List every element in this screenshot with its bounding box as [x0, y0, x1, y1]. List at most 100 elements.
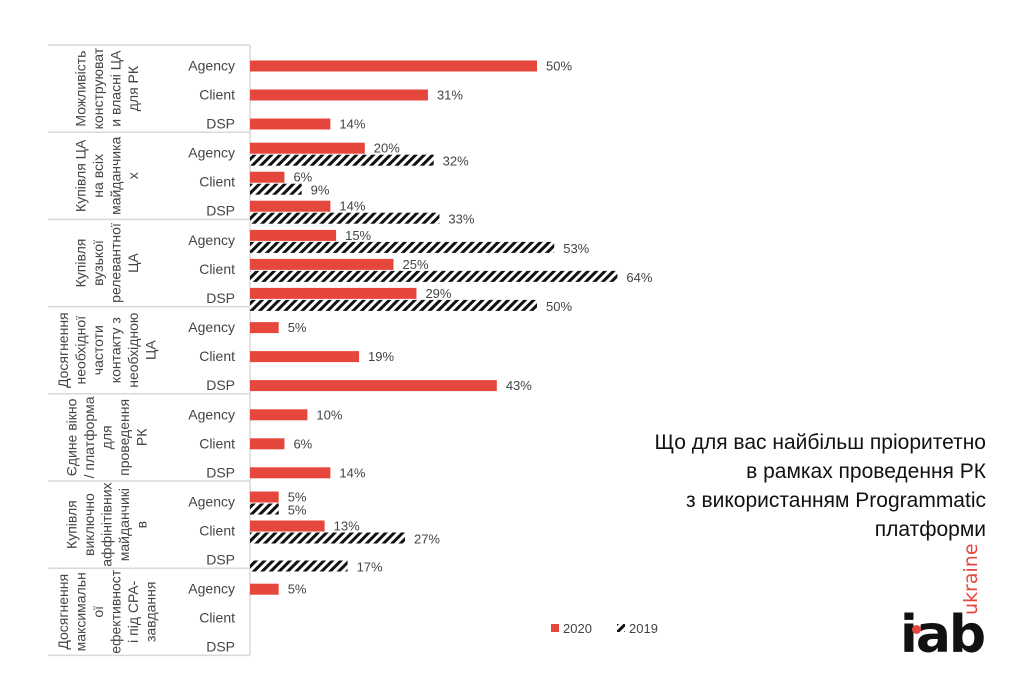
category-label: Client — [199, 348, 235, 364]
legend-label-2020: 2020 — [563, 621, 592, 636]
data-label-2020: 5% — [288, 320, 307, 335]
data-label-2019: 9% — [311, 183, 330, 198]
category-label: Client — [199, 523, 235, 539]
category-label: Agency — [188, 232, 235, 248]
category-label: Agency — [188, 145, 235, 161]
data-label-2019: 50% — [546, 299, 572, 314]
data-label-2020: 15% — [345, 228, 371, 243]
category-label: Client — [199, 261, 235, 277]
group-label: виключно — [81, 493, 97, 556]
data-label-2020: 6% — [293, 170, 312, 185]
data-label-2020: 14% — [339, 465, 365, 480]
group-label: и власні ЦА — [107, 50, 123, 127]
group-label: в — [134, 521, 150, 528]
bar-2020 — [250, 380, 497, 392]
data-label-2020: 20% — [374, 141, 400, 156]
bar-2019 — [250, 503, 279, 515]
category-label: DSP — [206, 552, 235, 568]
category-label: Agency — [188, 319, 235, 335]
data-label-2020: 14% — [339, 117, 365, 132]
data-label-2020: 50% — [546, 59, 572, 74]
group-label: / платформа — [81, 396, 97, 478]
group-label: вузької — [90, 240, 106, 286]
data-label-2020: 5% — [288, 490, 307, 505]
bar-2020 — [250, 118, 331, 130]
legend-label-2019: 2019 — [629, 621, 658, 636]
category-label: Agency — [188, 58, 235, 74]
bar-2020 — [250, 409, 308, 421]
data-label-2019: 5% — [288, 503, 307, 518]
data-label-2020: 19% — [368, 349, 394, 364]
group-label: частоти — [90, 325, 106, 375]
data-label-2019: 53% — [563, 241, 589, 256]
group-label: Досягнення — [55, 312, 71, 388]
bar-2020 — [250, 200, 331, 212]
group-label: на всіх — [90, 154, 106, 198]
chart-title: Що для вас найбільш пріоритетно в рамках… — [566, 428, 987, 544]
data-label-2020: 25% — [403, 257, 429, 272]
group-label: максимальн — [72, 572, 88, 651]
bar-2019 — [250, 183, 302, 195]
category-label: Client — [199, 435, 235, 451]
group-label: для — [99, 425, 115, 449]
category-label: DSP — [206, 116, 235, 132]
bar-2019 — [250, 560, 348, 572]
category-label: Agency — [188, 581, 235, 597]
category-label: DSP — [206, 464, 235, 480]
logo-sub: ukraine — [960, 543, 982, 615]
group-label: РК — [134, 428, 150, 446]
bar-2019 — [250, 299, 537, 311]
data-label-2019: 32% — [443, 154, 469, 169]
data-label-2019: 64% — [626, 270, 652, 285]
bar-2020 — [250, 520, 325, 532]
logo-dot — [912, 625, 921, 634]
group-label: Купівля ЦА — [72, 139, 88, 212]
bar-2019 — [250, 241, 555, 253]
bar-2020 — [250, 583, 279, 595]
data-label-2020: 31% — [437, 88, 463, 103]
category-label: Agency — [188, 406, 235, 422]
data-label-2019: 17% — [357, 560, 383, 575]
data-label-2019: 33% — [448, 212, 474, 227]
legend-swatch-2019 — [617, 624, 625, 632]
legend-swatch-2020 — [551, 624, 559, 632]
group-label: аффінітівних — [99, 482, 115, 566]
group-label: ої — [90, 606, 106, 618]
title-line: Що для вас найбільш пріоритетно — [654, 431, 987, 454]
bar-2020 — [250, 142, 365, 154]
bar-2020 — [250, 351, 360, 363]
group-label: для РК — [125, 65, 141, 111]
group-label: Досягнення — [55, 574, 71, 650]
category-label: DSP — [206, 203, 235, 219]
category-label: Client — [199, 610, 235, 626]
title-line: платформи — [874, 518, 986, 541]
group-label: Єдине вікно — [64, 398, 80, 476]
group-label: ЦА — [125, 252, 141, 272]
data-label-2020: 6% — [293, 436, 312, 451]
category-label: DSP — [206, 377, 235, 393]
bar-2019 — [250, 154, 434, 166]
bar-2020 — [250, 171, 285, 183]
category-label: DSP — [206, 639, 235, 655]
iab-ukraine-logo: iab ukraine — [898, 543, 998, 675]
group-label: Купівля — [72, 239, 88, 288]
category-label: Client — [199, 87, 235, 103]
group-label: необхідною — [125, 313, 141, 388]
bar-2020 — [250, 287, 417, 299]
group-label: проведення — [116, 399, 132, 476]
data-label-2020: 29% — [425, 286, 451, 301]
bar-2020 — [250, 438, 285, 450]
data-label-2020: 14% — [339, 199, 365, 214]
group-label: майданчикі — [116, 488, 132, 561]
group-label: завдання — [142, 582, 158, 642]
group-label: х — [125, 172, 141, 179]
bar-2019 — [250, 532, 405, 544]
bar-2020 — [250, 467, 331, 479]
group-label: необхідної — [72, 316, 88, 385]
data-label-2020: 5% — [288, 582, 307, 597]
bar-2020 — [250, 491, 279, 503]
group-label: ЦА — [142, 340, 158, 360]
group-label: контакту з — [107, 317, 123, 383]
title-line: в рамках проведення РК — [746, 460, 986, 483]
